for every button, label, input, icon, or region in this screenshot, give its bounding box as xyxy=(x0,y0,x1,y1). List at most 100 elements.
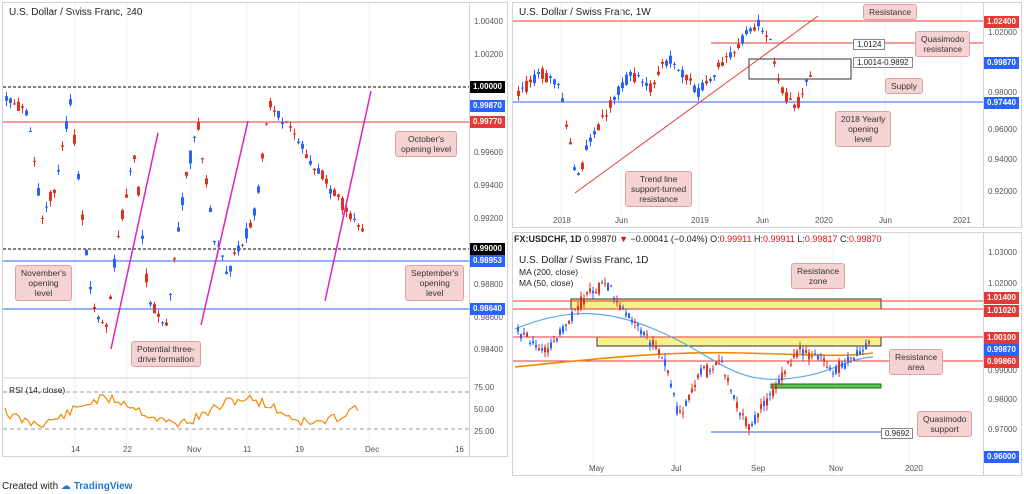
drive-arrow-3 xyxy=(324,90,372,302)
rsi-label: RSI (14, close) xyxy=(9,385,66,395)
candle-body xyxy=(749,28,752,32)
candle-body xyxy=(715,362,717,366)
candle-body xyxy=(751,423,753,426)
candle-body xyxy=(305,154,308,159)
candle-body xyxy=(685,400,687,406)
candle-body xyxy=(664,359,666,366)
candle-body xyxy=(5,96,8,101)
candle-body xyxy=(700,368,702,375)
candle-body xyxy=(301,143,304,149)
candle-body xyxy=(673,63,676,65)
candle-body xyxy=(237,245,240,252)
candle-body xyxy=(289,126,292,128)
candle-body xyxy=(772,389,774,397)
candle-body xyxy=(785,92,788,102)
candle-body xyxy=(725,56,728,58)
candle-body xyxy=(809,75,812,77)
candle-body xyxy=(601,282,603,284)
trendline-note: Trend line support-turned resistance xyxy=(625,171,693,207)
support-zone-box xyxy=(770,383,882,389)
candle-body xyxy=(21,106,24,108)
candle-body xyxy=(61,145,64,147)
x-tick: 11 xyxy=(243,445,252,454)
price-tag: 1.01020 xyxy=(984,305,1019,317)
candle-body xyxy=(655,345,657,349)
candle-body xyxy=(273,110,276,112)
candle-body xyxy=(640,330,642,335)
candle-body xyxy=(337,194,340,197)
y-tick: 0.98400 xyxy=(474,345,503,354)
candle-body xyxy=(781,372,783,381)
candle-body xyxy=(193,136,196,138)
candle-body xyxy=(535,345,537,348)
ma50-line xyxy=(514,312,874,380)
y-tick: 0.99400 xyxy=(474,181,503,190)
candle-body xyxy=(574,308,576,310)
candle-body xyxy=(773,61,776,64)
candle-body xyxy=(549,76,552,78)
y-tick: 0.96000 xyxy=(988,125,1017,134)
candle-body xyxy=(817,355,819,360)
change: −0.00041 (−0.04%) xyxy=(630,234,708,244)
candle-body xyxy=(653,82,656,85)
y-tick: 1.00200 xyxy=(474,50,503,59)
candle-body xyxy=(727,377,729,382)
down-arrow-icon: ▼ xyxy=(619,234,629,244)
candle-body xyxy=(717,62,720,67)
candle-body xyxy=(145,273,148,283)
candle-body xyxy=(33,160,36,162)
candle-body xyxy=(597,124,600,131)
candle-body xyxy=(657,71,660,75)
candle-body xyxy=(649,342,651,347)
candle-body xyxy=(628,313,630,319)
candle-body xyxy=(688,394,690,401)
candle-body xyxy=(811,356,813,358)
candle-body xyxy=(592,290,594,294)
candle-body xyxy=(269,101,272,108)
candle-body xyxy=(689,78,692,81)
candle-body xyxy=(841,362,843,368)
candle-body xyxy=(257,186,260,193)
candle-body xyxy=(658,349,660,355)
candle-body xyxy=(565,124,568,127)
y-tick: 0.98600 xyxy=(474,313,503,322)
candle-body xyxy=(541,348,543,351)
candle-body xyxy=(706,364,708,378)
ma50-label: MA (50, close) xyxy=(519,278,574,288)
candle-body xyxy=(826,367,828,369)
candle-body xyxy=(544,347,546,353)
drive-arrow-1 xyxy=(110,132,159,350)
x-tick: 22 xyxy=(123,445,132,454)
footer-brand[interactable]: TradingView xyxy=(73,481,133,492)
candle-body xyxy=(537,72,540,75)
footer: Created with ☁ TradingView xyxy=(2,481,132,492)
price-tag: 1.00100 xyxy=(984,332,1019,344)
drive-arrow-2 xyxy=(200,120,249,326)
candle-body xyxy=(329,188,332,194)
qm-resistance-note: Quasimodo resistance xyxy=(915,31,971,57)
low-label: L: xyxy=(797,234,805,244)
candle-body xyxy=(317,168,320,174)
candle-body xyxy=(65,121,68,129)
candle-body xyxy=(297,141,300,144)
candle-body xyxy=(85,250,88,256)
candle-body xyxy=(709,78,712,81)
candle-body xyxy=(93,307,96,310)
candle-body xyxy=(799,346,801,350)
candle-body xyxy=(622,307,624,309)
candle-body xyxy=(321,170,324,180)
candle-body xyxy=(646,334,648,336)
candle-body xyxy=(625,312,627,316)
candle-body xyxy=(781,87,784,94)
candle-body xyxy=(249,222,252,228)
candle-body xyxy=(357,225,360,227)
candle-body xyxy=(709,370,711,372)
candle-body xyxy=(526,332,528,337)
candle-body xyxy=(121,210,124,219)
symbol: FX:USDCHF, 1D xyxy=(514,234,582,244)
candle-body xyxy=(521,87,524,89)
candle-body xyxy=(577,306,579,311)
candle-body xyxy=(573,167,576,171)
candle-body xyxy=(41,218,44,220)
november-open-note: November's opening level xyxy=(15,265,73,301)
